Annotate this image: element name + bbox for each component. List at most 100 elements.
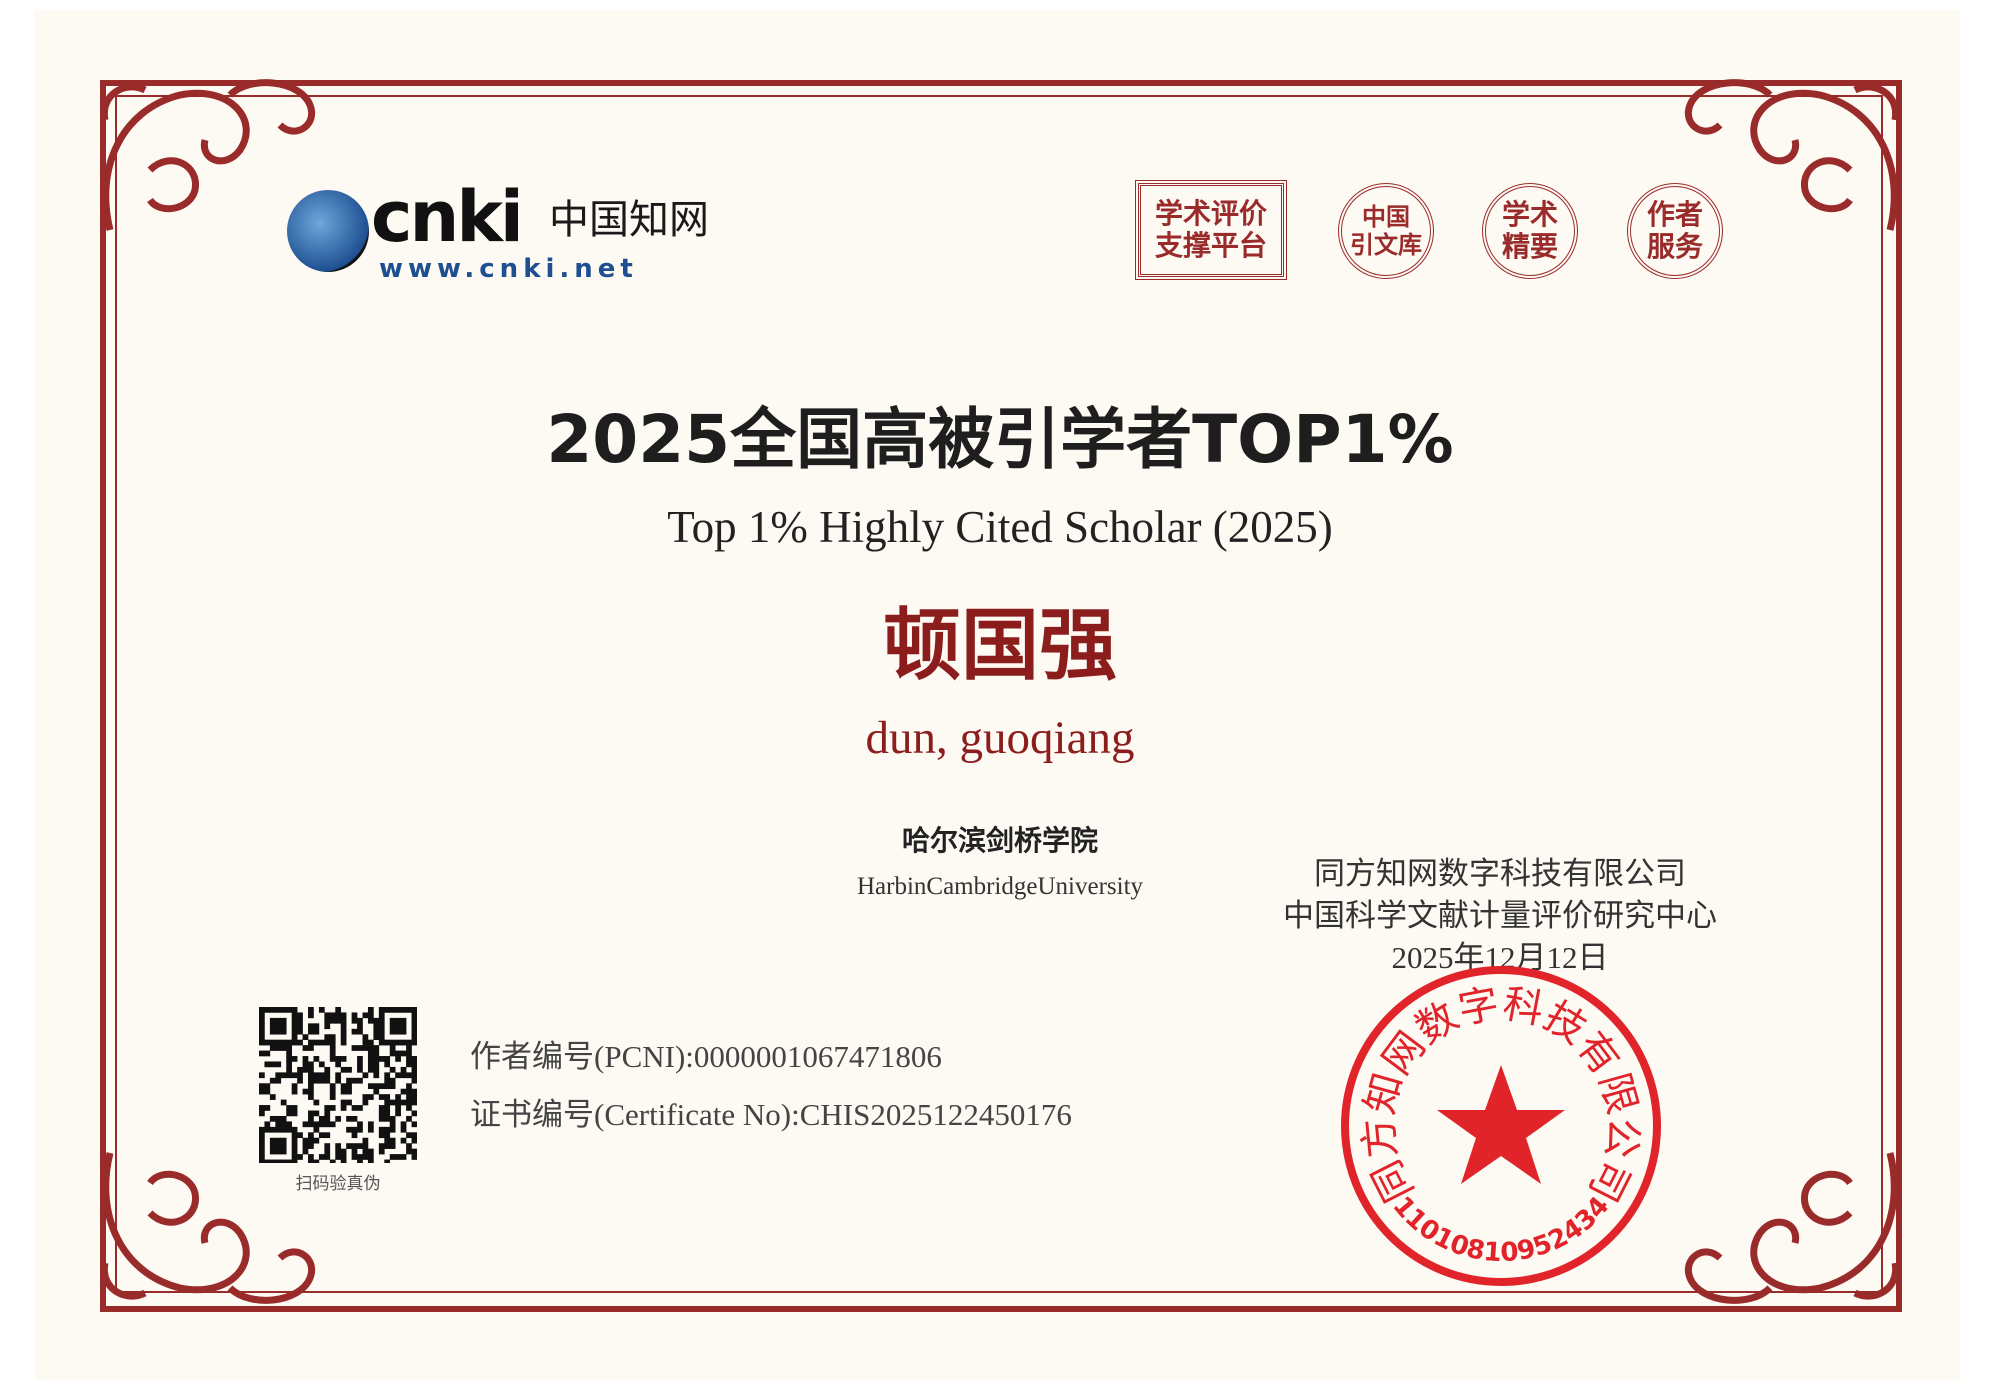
qr-module: [259, 1154, 265, 1160]
qr-module: [329, 1050, 336, 1057]
issuer-center: 中国科学文献计量评价研究中心: [1283, 898, 1717, 934]
qr-module: [384, 1039, 391, 1046]
qr-module: [351, 1012, 358, 1019]
qr-module: [318, 1115, 325, 1122]
qr-module: [411, 1007, 417, 1013]
qr-module: [259, 1159, 265, 1163]
qr-module: [400, 1007, 407, 1013]
badge-evaluation-platform[interactable]: 学术评价 支撑平台: [1135, 180, 1287, 280]
qr-module: [313, 1126, 320, 1133]
qr-module: [400, 1066, 407, 1073]
qr-module: [280, 1072, 287, 1079]
qr-module: [378, 1034, 385, 1040]
qr-module: [324, 1034, 331, 1040]
qr-module: [400, 1072, 407, 1079]
qr-module: [269, 1159, 276, 1163]
qr-module: [346, 1083, 352, 1090]
qr-module: [340, 1056, 347, 1062]
qr-module: [411, 1121, 417, 1128]
qr-module: [384, 1083, 391, 1090]
qr-module: [308, 1088, 314, 1095]
qr-module: [335, 1077, 342, 1084]
qr-module: [384, 1110, 391, 1117]
qr-module: [373, 1023, 380, 1030]
qr-module: [264, 1007, 271, 1013]
badge-text: 中国: [1362, 203, 1410, 231]
qr-caption: 扫码验真伪: [295, 1174, 381, 1194]
qr-module: [280, 1028, 287, 1035]
qr-module: [259, 1023, 265, 1030]
qr-module: [259, 1088, 265, 1095]
qr-module: [297, 1012, 303, 1019]
qr-module: [362, 1148, 369, 1155]
institution-en: HarbinCambridgeUniversity: [856, 873, 1144, 900]
qr-module: [362, 1072, 369, 1079]
qr-module: [280, 1023, 287, 1030]
qr-module: [291, 1105, 298, 1111]
qr-module: [269, 1137, 276, 1144]
qr-module: [302, 1148, 309, 1155]
qr-module: [367, 1066, 374, 1073]
qr-module: [395, 1017, 401, 1024]
badge-author-service[interactable]: 作者 服务: [1627, 183, 1723, 279]
badge-academic-digest[interactable]: 学术 精要: [1482, 183, 1578, 279]
institution-cn: 哈尔滨剑桥学院: [901, 824, 1098, 857]
qr-module: [324, 1017, 331, 1024]
qr-module: [302, 1088, 309, 1095]
qr-module: [411, 1088, 417, 1095]
qr-module: [378, 1023, 385, 1030]
qr-module: [384, 1094, 391, 1100]
qr-module: [406, 1083, 412, 1090]
qr-module: [286, 1061, 292, 1068]
qr-module: [373, 1045, 380, 1051]
qr-module: [335, 1143, 342, 1149]
qr-module: [351, 1148, 358, 1155]
qr-module: [297, 1039, 303, 1046]
qr-module: [411, 1099, 417, 1106]
qr-module: [367, 1126, 374, 1133]
certificate-subtitle: Top 1% Highly Cited Scholar (2025): [667, 502, 1333, 552]
qr-module: [340, 1088, 347, 1095]
qr-module: [378, 1012, 385, 1019]
qr-module: [308, 1045, 314, 1051]
qr-module: [340, 1039, 347, 1046]
qr-module: [329, 1105, 336, 1111]
qr-module: [329, 1056, 336, 1062]
badge-citation-library[interactable]: 中国 引文库: [1338, 183, 1434, 279]
qr-module: [324, 1110, 331, 1117]
qr-module: [308, 1012, 314, 1019]
qr-module: [280, 1039, 287, 1046]
qr-module: [395, 1094, 401, 1100]
qr-module: [259, 1083, 265, 1090]
qr-module: [313, 1072, 320, 1079]
qr-module: [318, 1072, 325, 1079]
qr-module: [269, 1061, 276, 1068]
cnki-logo: cnki 中国知网 www.cnki.net: [287, 182, 747, 286]
qr-module: [340, 1023, 347, 1030]
qr-module: [367, 1017, 374, 1024]
qr-module: [308, 1115, 314, 1122]
qr-module: [395, 1105, 401, 1111]
qr-module: [280, 1017, 287, 1024]
qr-module: [395, 1023, 401, 1030]
badge-text: 作者: [1646, 198, 1703, 231]
qr-module: [346, 1077, 352, 1084]
qr-module: [329, 1121, 336, 1128]
qr-code[interactable]: [259, 1007, 417, 1163]
qr-module: [280, 1148, 287, 1155]
qr-module: [351, 1017, 358, 1024]
qr-module: [406, 1115, 412, 1122]
qr-module: [269, 1007, 276, 1013]
star-icon: [1437, 1065, 1565, 1184]
qr-module: [329, 1083, 336, 1090]
qr-module: [318, 1132, 325, 1139]
qr-module: [313, 1137, 320, 1144]
qr-module: [275, 1077, 282, 1084]
qr-module: [280, 1126, 287, 1133]
qr-module: [389, 1077, 396, 1084]
qr-module: [291, 1132, 298, 1139]
qr-module: [286, 1110, 292, 1117]
qr-module: [411, 1028, 417, 1035]
qr-module: [275, 1072, 282, 1079]
